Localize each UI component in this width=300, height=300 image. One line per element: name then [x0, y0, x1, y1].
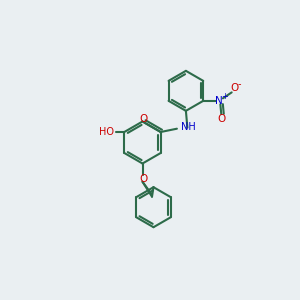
- Text: O: O: [217, 114, 225, 124]
- Text: -: -: [238, 80, 242, 89]
- Text: O: O: [139, 174, 147, 184]
- Text: O: O: [139, 115, 147, 124]
- Text: +: +: [221, 92, 228, 101]
- Text: O: O: [230, 83, 238, 93]
- Text: N: N: [215, 96, 223, 106]
- Text: HO: HO: [99, 127, 114, 136]
- Text: NH: NH: [182, 122, 196, 132]
